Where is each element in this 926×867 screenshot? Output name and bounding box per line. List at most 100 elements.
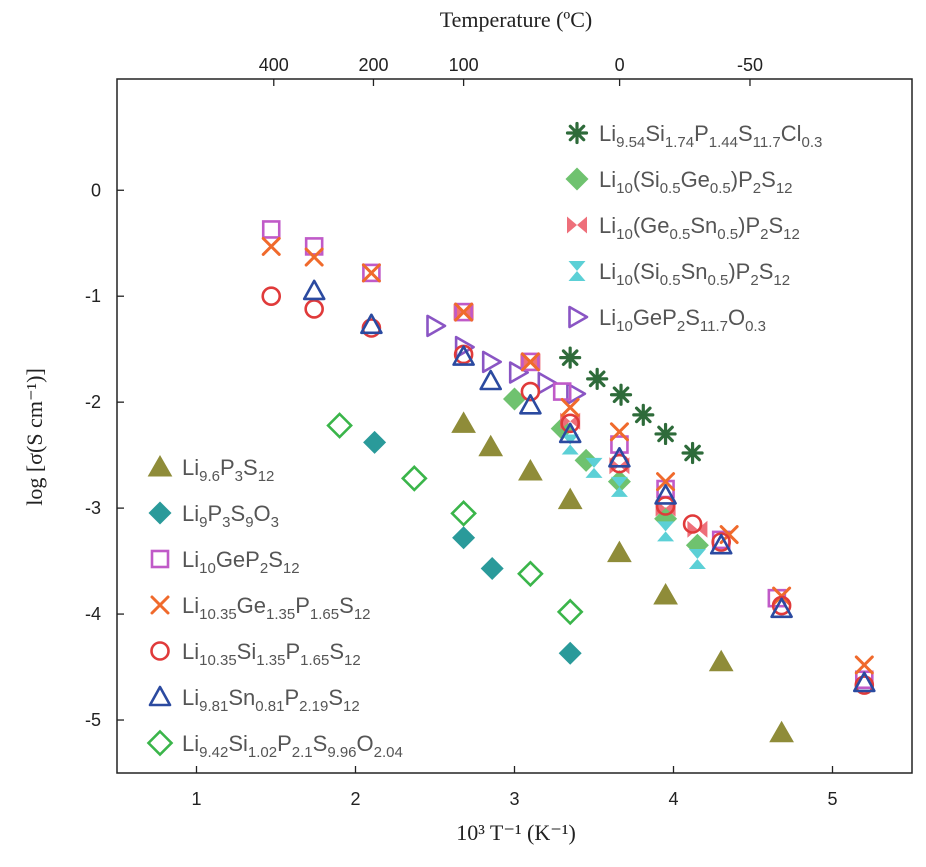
data-point bbox=[326, 412, 353, 439]
data-point bbox=[653, 582, 678, 605]
data-point bbox=[519, 393, 542, 415]
data-point bbox=[681, 441, 704, 465]
top-tick-label: -50 bbox=[737, 55, 763, 75]
data-point bbox=[454, 302, 473, 322]
data-points bbox=[261, 220, 876, 743]
data-point bbox=[607, 540, 632, 563]
legend-item: Li9.42Si1.02P2.1S9.96O2.04 bbox=[146, 729, 403, 761]
legend-label: Li10(Si0.5Sn0.5)P2S12 bbox=[599, 259, 790, 289]
legend-marker bbox=[565, 167, 589, 191]
legend-marker bbox=[146, 729, 174, 757]
legend-item: Li10GeP2S12 bbox=[150, 547, 300, 577]
series-6 bbox=[363, 430, 582, 665]
data-point bbox=[654, 422, 677, 446]
y-tick-label: 0 bbox=[91, 180, 101, 200]
legend-label: Li10GeP2S11.7O0.3 bbox=[599, 305, 766, 335]
x-tick-label: 1 bbox=[191, 789, 201, 809]
legend-label: Li9.42Si1.02P2.1S9.96O2.04 bbox=[182, 731, 403, 761]
data-point bbox=[518, 458, 543, 481]
data-point bbox=[770, 597, 793, 619]
legend-top-right: Li9.54Si1.74P1.44S11.7Cl0.3 Li10(Si0.5Ge0… bbox=[565, 121, 822, 335]
data-point bbox=[771, 595, 792, 616]
legend-marker bbox=[150, 549, 170, 569]
data-point bbox=[558, 422, 582, 444]
legend-item: Li9.81Sn0.81P2.19S12 bbox=[148, 685, 360, 715]
data-point bbox=[503, 387, 526, 411]
legend-bottom-left: Li9.6P3S12 Li9P3S9O3 Li10GeP2S12 Li10.35Ge1… bbox=[146, 454, 403, 761]
data-point bbox=[517, 560, 544, 588]
data-point bbox=[609, 422, 629, 442]
data-point bbox=[657, 521, 675, 542]
data-point bbox=[508, 361, 530, 384]
data-point bbox=[655, 496, 676, 516]
series-11 bbox=[326, 412, 584, 626]
data-point bbox=[854, 675, 875, 695]
data-point bbox=[586, 367, 609, 390]
data-point bbox=[478, 434, 504, 457]
x-tick-label: 5 bbox=[827, 789, 837, 809]
data-point bbox=[304, 299, 324, 319]
data-point bbox=[479, 369, 503, 391]
data-point bbox=[632, 403, 655, 426]
data-point bbox=[560, 413, 580, 434]
data-point bbox=[688, 549, 706, 569]
data-point bbox=[261, 220, 281, 239]
data-point bbox=[574, 448, 598, 472]
series-3 bbox=[561, 434, 706, 569]
legend-marker bbox=[150, 595, 170, 615]
data-point bbox=[520, 381, 541, 402]
data-point bbox=[559, 346, 582, 369]
data-point bbox=[454, 302, 474, 322]
legend-marker bbox=[150, 641, 170, 661]
data-point bbox=[566, 382, 587, 406]
data-point bbox=[481, 350, 503, 374]
data-point bbox=[480, 557, 504, 580]
data-point bbox=[400, 465, 428, 492]
axis-ticks: 1 2 3 4 5 0 -1 -2 -3 -4 -5 400 200 100 0 -50 bbox=[85, 55, 838, 809]
x-tick-label: 2 bbox=[350, 789, 360, 809]
legend-item: Li10(Ge0.5Sn0.5)P2S12 bbox=[567, 213, 800, 243]
data-point bbox=[608, 446, 631, 468]
data-point bbox=[454, 335, 475, 359]
legend-item: Li9P3S9O3 bbox=[148, 501, 279, 531]
top-axis-title: Temperature (ºC) bbox=[440, 7, 593, 32]
legend-item: Li9.6P3S12 bbox=[147, 454, 274, 485]
data-point bbox=[609, 383, 633, 406]
data-point bbox=[452, 526, 476, 550]
data-point bbox=[711, 532, 732, 552]
top-tick-label: 200 bbox=[358, 55, 388, 75]
top-tick-label: 400 bbox=[259, 55, 289, 75]
legend-marker bbox=[148, 685, 172, 707]
data-point bbox=[360, 313, 383, 335]
series-5 bbox=[451, 411, 794, 743]
data-point bbox=[709, 533, 733, 555]
legend-label: Li10.35Si1.35P1.65S12 bbox=[182, 639, 361, 669]
series-8 bbox=[261, 236, 874, 675]
data-point bbox=[362, 263, 381, 283]
legend-marker bbox=[568, 261, 586, 281]
legend-label: Li9.54Si1.74P1.44S11.7Cl0.3 bbox=[599, 121, 822, 151]
y-tick-label: -3 bbox=[85, 498, 101, 518]
data-point bbox=[852, 671, 876, 693]
legend-label: Li9P3S9O3 bbox=[182, 501, 279, 531]
data-point bbox=[656, 472, 676, 492]
data-point bbox=[521, 352, 540, 372]
data-point bbox=[361, 263, 381, 283]
top-tick-label: 100 bbox=[449, 55, 479, 75]
series-10 bbox=[302, 279, 876, 693]
data-point bbox=[854, 655, 874, 675]
legend-item: Li10(Si0.5Ge0.5)P2S12 bbox=[565, 167, 793, 197]
series-4 bbox=[426, 314, 587, 406]
legend-label: Li10GeP2S12 bbox=[182, 547, 300, 577]
x-tick-label: 4 bbox=[668, 789, 678, 809]
data-point bbox=[708, 649, 734, 672]
series-0 bbox=[559, 346, 704, 465]
data-point bbox=[558, 641, 582, 665]
top-tick-label: 0 bbox=[615, 55, 625, 75]
legend-marker bbox=[147, 454, 173, 477]
legend-item: Li10GeP2S11.7O0.3 bbox=[568, 305, 766, 335]
data-point bbox=[304, 247, 324, 267]
y-tick-label: -5 bbox=[85, 710, 101, 730]
data-point bbox=[451, 411, 476, 433]
legend-label: Li10(Ge0.5Sn0.5)P2S12 bbox=[599, 213, 800, 243]
